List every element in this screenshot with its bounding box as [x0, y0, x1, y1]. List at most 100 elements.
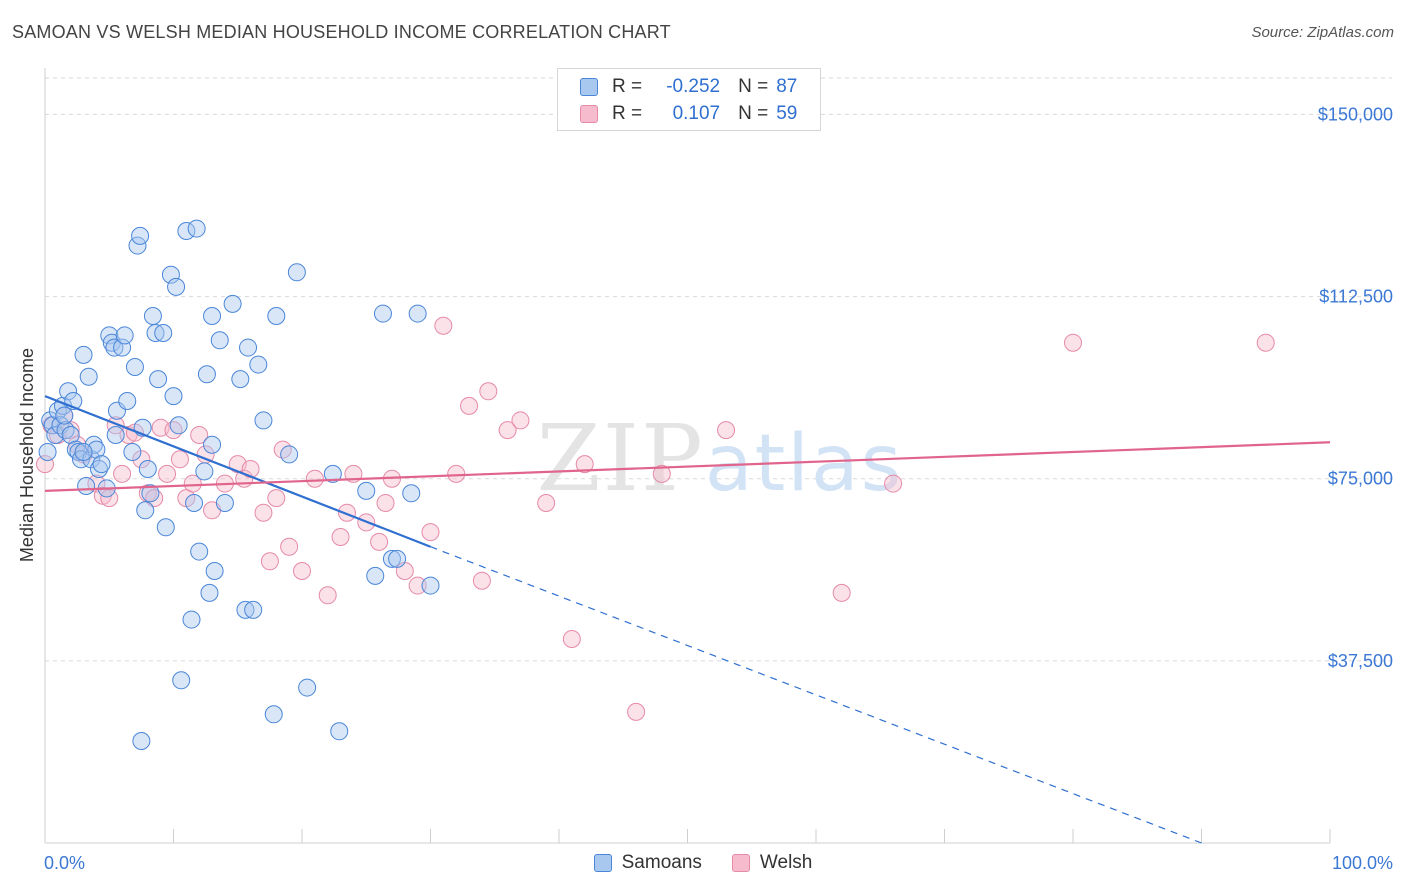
- samoan-point: [61, 426, 80, 444]
- watermark: ZIPatlas: [537, 405, 904, 512]
- r-value: 0.107: [672, 103, 721, 124]
- samoan-trend-line: [44, 395, 431, 548]
- samoan-point: [330, 722, 349, 741]
- welsh-point: [370, 532, 389, 551]
- samoan-point: [210, 331, 229, 350]
- samoan-point: [79, 367, 98, 386]
- welsh-point: [652, 464, 671, 483]
- welsh-point: [158, 464, 177, 483]
- legend-row-welsh: R = 0.107 N = 59: [580, 102, 797, 126]
- samoan-point: [388, 549, 407, 568]
- samoan-point: [92, 455, 111, 474]
- welsh-point: [305, 469, 324, 488]
- samoan-point: [244, 600, 263, 619]
- samoan-point: [236, 600, 255, 619]
- welsh-point: [293, 562, 311, 580]
- samoan-point: [41, 411, 60, 430]
- welsh-point: [318, 586, 337, 605]
- samoan-point: [190, 542, 209, 561]
- samoan-point: [131, 226, 150, 245]
- welsh-point: [183, 474, 202, 493]
- samoan-point: [408, 304, 427, 323]
- n-label: N =: [738, 103, 769, 124]
- samoans-swatch: [593, 854, 612, 872]
- samoan-point: [82, 450, 101, 469]
- welsh-point: [537, 494, 556, 512]
- samoan-point: [203, 307, 222, 325]
- samoan-point: [264, 705, 283, 724]
- welsh-point: [132, 450, 151, 469]
- r-label: R =: [612, 103, 643, 124]
- samoan-point: [71, 450, 90, 469]
- samoan-point: [200, 583, 219, 602]
- trend-lines: [44, 395, 1331, 844]
- samoan-point: [382, 549, 401, 568]
- welsh-point: [267, 489, 286, 508]
- welsh-point: [498, 421, 517, 440]
- samoan-point: [167, 277, 186, 296]
- samoan-point: [249, 355, 268, 374]
- samoans-swatch: [580, 78, 598, 96]
- samoan-point: [38, 443, 57, 461]
- samoan-point: [280, 445, 299, 464]
- samoan-point: [123, 443, 142, 461]
- samoan-point: [55, 406, 74, 425]
- welsh-point: [447, 464, 466, 483]
- samoan-point: [149, 370, 168, 389]
- samoan-point: [138, 460, 157, 478]
- samoan-point: [146, 324, 165, 342]
- samoan-point: [215, 494, 234, 512]
- tick-labels: $37,500 $75,000 $112,500 $150,000 0.0% 100.0%: [44, 104, 1393, 873]
- samoan-point: [402, 484, 421, 503]
- welsh-point: [113, 464, 132, 483]
- welsh-swatch: [580, 105, 598, 123]
- samoan-point: [161, 265, 180, 284]
- samoan-point: [298, 678, 317, 697]
- samoan-point: [182, 610, 201, 629]
- samoan-point: [203, 435, 222, 454]
- r-value: -0.252: [666, 76, 721, 97]
- samoan-point: [154, 324, 173, 342]
- samoan-point: [373, 304, 392, 323]
- welsh-point: [627, 702, 646, 721]
- samoan-point: [357, 481, 376, 500]
- welsh-trend-line: [44, 441, 1331, 492]
- x-tick-label-min: 0.0%: [44, 853, 85, 873]
- welsh-point: [472, 571, 491, 590]
- samoan-point: [59, 382, 78, 401]
- samoan-point: [106, 426, 125, 444]
- source-credit: Source: ZipAtlas.com: [1251, 24, 1394, 41]
- samoan-point: [156, 518, 175, 537]
- samoan-point: [74, 345, 93, 364]
- samoan-point: [287, 263, 306, 282]
- y-tick-label: $150,000: [1318, 104, 1393, 124]
- x-tick-label-max: 100.0%: [1332, 853, 1393, 873]
- samoan-point: [223, 294, 242, 313]
- welsh-point: [832, 583, 851, 602]
- y-tick-label: $37,500: [1328, 651, 1393, 671]
- y-tick-label: $75,000: [1328, 469, 1393, 489]
- welsh-point: [331, 528, 350, 546]
- welsh-point: [479, 382, 498, 401]
- chart-title: SAMOAN VS WELSH MEDIAN HOUSEHOLD INCOME …: [12, 22, 671, 42]
- y-tick-label: $112,500: [1319, 287, 1393, 307]
- samoan-point: [136, 501, 155, 520]
- samoan-point: [74, 443, 93, 461]
- welsh-point: [884, 474, 903, 493]
- welsh-point: [170, 450, 189, 469]
- samoan-point: [89, 460, 108, 478]
- samoan-points: [38, 219, 440, 750]
- samoan-point: [56, 421, 75, 440]
- samoan-point: [239, 338, 258, 357]
- welsh-points: [36, 316, 1275, 721]
- samoan-point: [84, 435, 103, 454]
- samoan-point: [105, 338, 124, 357]
- welsh-point: [1256, 333, 1275, 352]
- samoan-point: [267, 307, 286, 325]
- welsh-point: [1064, 333, 1082, 352]
- samoan-point: [143, 307, 162, 325]
- welsh-point: [376, 494, 395, 512]
- n-value: 59: [776, 103, 798, 124]
- n-label: N =: [738, 76, 769, 97]
